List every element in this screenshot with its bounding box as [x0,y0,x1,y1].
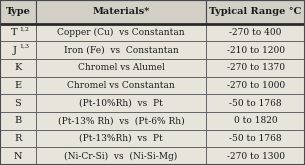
Text: (Pt-13%Rh)  vs  Pt: (Pt-13%Rh) vs Pt [79,134,163,143]
Bar [0,41,36,59]
Bar [206,0,305,24]
Text: Type: Type [5,7,30,16]
Bar [36,112,206,130]
Bar [36,24,206,41]
Bar [36,41,206,59]
Bar [206,94,305,112]
Text: Iron (Fe)  vs  Constantan: Iron (Fe) vs Constantan [64,46,178,55]
Text: K: K [14,64,22,72]
Text: (Ni-Cr-Si)  vs  (Ni-Si-Mg): (Ni-Cr-Si) vs (Ni-Si-Mg) [64,152,178,161]
Bar [206,24,305,41]
Bar [0,94,36,112]
Bar [0,112,36,130]
Text: J: J [12,46,16,55]
Bar [206,77,305,94]
Text: -270 to 1370: -270 to 1370 [227,64,285,72]
Text: E: E [14,81,22,90]
Text: N: N [14,152,22,161]
Bar [206,147,305,165]
Text: (Pt-13% Rh)  vs  (Pt-6% Rh): (Pt-13% Rh) vs (Pt-6% Rh) [58,116,185,125]
Bar [0,77,36,94]
Text: Typical Range °C: Typical Range °C [210,7,302,16]
Text: (Pt-10%Rh)  vs  Pt: (Pt-10%Rh) vs Pt [79,99,163,108]
Text: -270 to 1000: -270 to 1000 [227,81,285,90]
Text: -210 to 1200: -210 to 1200 [227,46,285,55]
Bar [206,112,305,130]
Text: -50 to 1768: -50 to 1768 [229,134,282,143]
Bar [0,24,36,41]
Text: Materials*: Materials* [92,7,150,16]
Text: S: S [15,99,21,108]
Bar [36,130,206,147]
Text: 1,2: 1,2 [20,26,30,31]
Bar [36,147,206,165]
Text: B: B [14,116,22,125]
Text: Chromel vs Constantan: Chromel vs Constantan [67,81,175,90]
Bar [36,94,206,112]
Text: Copper (Cu)  vs Constantan: Copper (Cu) vs Constantan [57,28,185,37]
Text: -270 to 1300: -270 to 1300 [227,152,285,161]
Bar [0,130,36,147]
Bar [206,41,305,59]
Text: -270 to 400: -270 to 400 [229,28,282,37]
Text: -50 to 1768: -50 to 1768 [229,99,282,108]
Bar [0,147,36,165]
Text: T: T [11,28,18,37]
Bar [206,59,305,77]
Bar [36,0,206,24]
Text: R: R [14,134,22,143]
Text: 0 to 1820: 0 to 1820 [234,116,278,125]
Text: Chromel vs Alumel: Chromel vs Alumel [78,64,164,72]
Text: 1,3: 1,3 [20,44,30,49]
Bar [206,130,305,147]
Bar [36,77,206,94]
Bar [0,0,36,24]
Bar [36,59,206,77]
Bar [0,59,36,77]
